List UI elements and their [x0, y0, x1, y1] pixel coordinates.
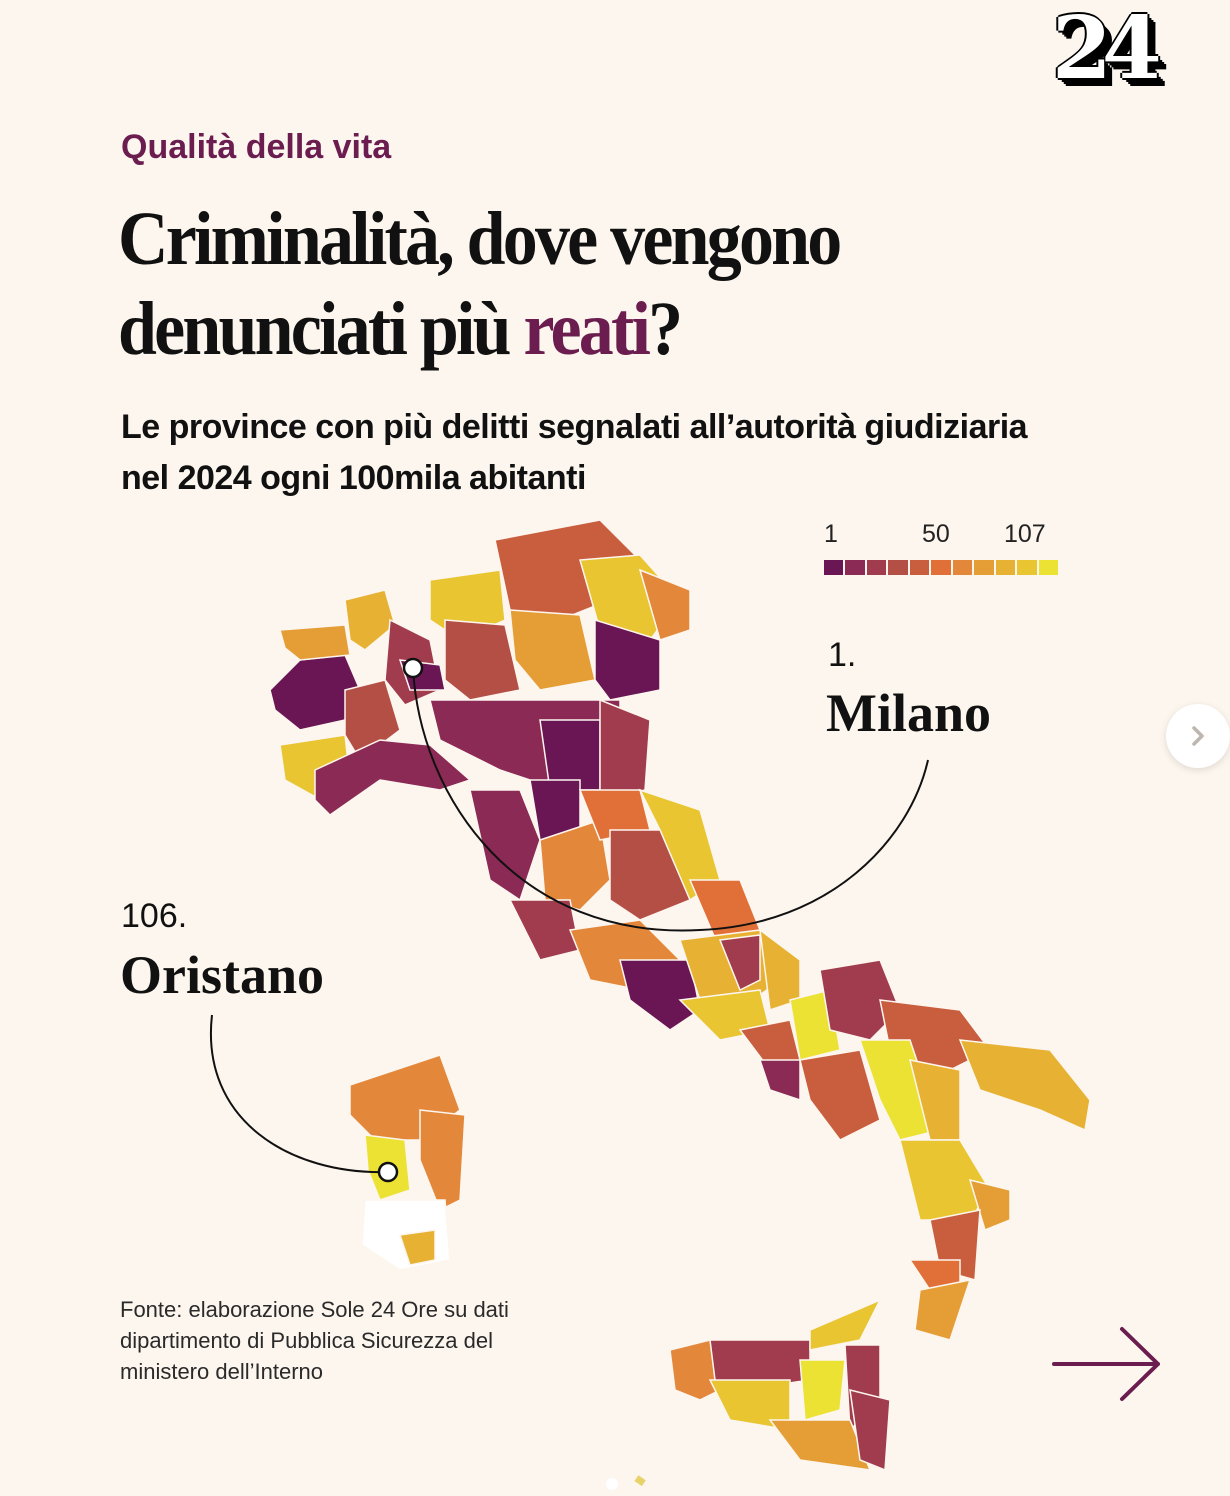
legend-swatch: [866, 560, 887, 575]
headline-accent: reati: [523, 287, 650, 371]
oristano-label: Oristano: [120, 945, 325, 1005]
oristano-leader-line: [209, 1014, 389, 1174]
page-title: Criminalità, dove vengono denunciati più…: [118, 194, 1020, 374]
legend-swatch: [995, 560, 1016, 575]
source-note: Fonte: elaborazione Sole 24 Ore su dati …: [120, 1297, 509, 1384]
oristano-marker: [377, 1161, 399, 1183]
chevron-right-icon: [1192, 726, 1204, 746]
legend-swatch: [931, 560, 951, 575]
milano-label: Milano: [826, 683, 992, 743]
map-sicily: [669, 1298, 891, 1472]
arrow-right-icon[interactable]: [1050, 1325, 1164, 1403]
map-sardinia: [349, 1054, 466, 1271]
map-center: [469, 779, 801, 1031]
legend-color-bar: [824, 560, 1058, 575]
section-kicker: Qualità della vita: [121, 128, 392, 166]
legend-swatch: [1038, 560, 1058, 575]
carousel-next-button[interactable]: [1166, 704, 1230, 768]
sole24ore-logo: 24: [1052, 0, 1162, 99]
legend-mid: 50: [922, 520, 950, 548]
legend-min: 1: [824, 520, 838, 548]
carousel-dot[interactable]: [606, 1478, 618, 1490]
legend-swatch: [1017, 560, 1037, 575]
headline-text: Criminalità, dove vengono denunciati più: [118, 197, 842, 371]
chart-subtitle: Le province con più delitti segnalati al…: [121, 408, 1028, 497]
milano-rank: 1.: [828, 636, 857, 674]
color-legend: 1 50 107: [824, 520, 1058, 575]
legend-swatch: [909, 560, 930, 575]
legend-max: 107: [1004, 520, 1046, 548]
legend-swatch: [824, 560, 844, 575]
map-south: [678, 959, 1091, 1341]
milano-leader-line: [412, 667, 929, 932]
legend-swatch: [952, 560, 973, 575]
headline-end: ?: [648, 287, 683, 371]
legend-swatch: [974, 560, 994, 575]
legend-swatch: [888, 560, 908, 575]
carousel-dots: [606, 1475, 646, 1490]
oristano-rank: 106.: [121, 897, 188, 935]
map-north: [269, 519, 691, 816]
milano-marker: [402, 657, 424, 679]
legend-swatch: [845, 560, 865, 575]
map-island-fragment: [634, 1475, 646, 1487]
